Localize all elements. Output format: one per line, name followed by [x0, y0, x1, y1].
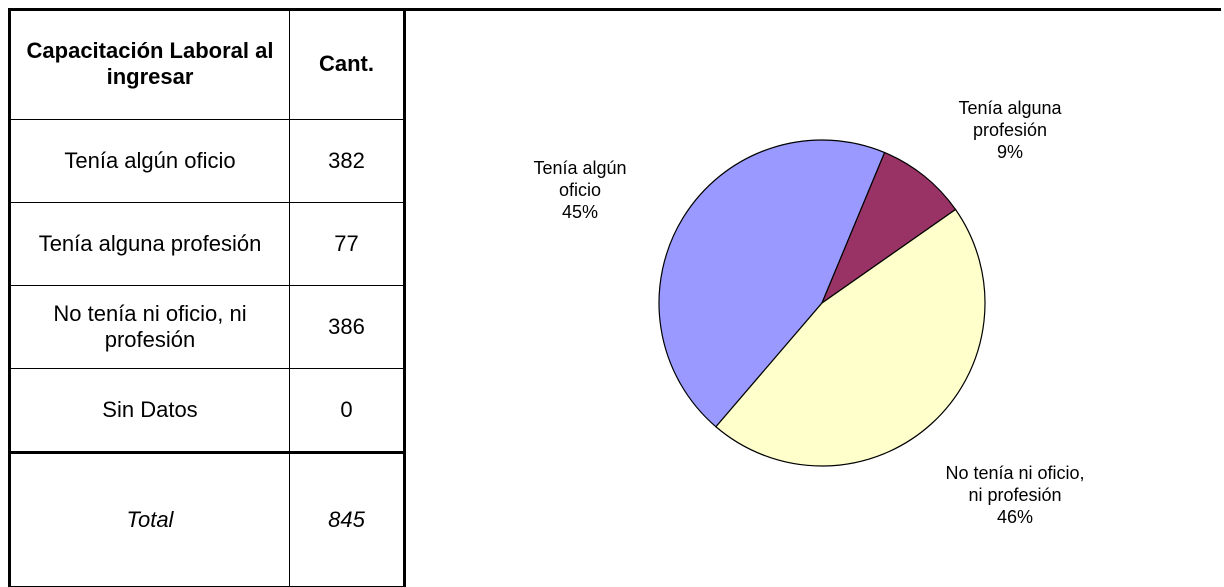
- table-cell: Tenía alguna profesión: [8, 202, 290, 286]
- slice-name: Tenía algún oficio: [533, 158, 627, 200]
- slice-label: No tenía ni oficio, ni profesión 46%: [940, 462, 1090, 528]
- pie-slice: [820, 151, 957, 305]
- slice-label: Tenía algún oficio 45%: [515, 157, 645, 223]
- pie-chart: [658, 139, 986, 467]
- table-cell: 0: [289, 368, 406, 453]
- table-cell: 77: [289, 202, 406, 286]
- slice-name: Tenía alguna profesión: [958, 98, 1062, 140]
- pie-slice: [715, 208, 986, 467]
- table-cell: Tenía algún oficio: [8, 119, 290, 203]
- table-cell: 386: [289, 285, 406, 369]
- table-row: No tenía ni oficio, ni profesión 386: [8, 285, 406, 369]
- table-cell: 382: [289, 119, 406, 203]
- slice-percent: 45%: [561, 202, 599, 222]
- pie-slice: [658, 139, 886, 428]
- table-row: Tenía alguna profesión 77: [8, 202, 406, 286]
- data-table: Capacitación Laboral al ingresar Cant. T…: [8, 8, 406, 587]
- slice-percent: 9%: [996, 142, 1023, 162]
- header-row: Capacitación Laboral al ingresar Cant.: [8, 8, 406, 120]
- table-row: Tenía algún oficio 382: [8, 119, 406, 203]
- table-row: Sin Datos 0: [8, 368, 406, 453]
- slice-label: Tenía alguna profesión 9%: [935, 97, 1085, 163]
- header-cell: Cant.: [289, 8, 406, 120]
- table-cell: Sin Datos: [8, 368, 290, 453]
- total-row: Total 845: [8, 451, 406, 587]
- total-cell: Total: [8, 451, 290, 587]
- total-cell: 845: [289, 451, 406, 587]
- header-cell: Capacitación Laboral al ingresar: [8, 8, 290, 120]
- slice-name: No tenía ni oficio, ni profesión: [945, 463, 1085, 505]
- table-cell: No tenía ni oficio, ni profesión: [8, 285, 290, 369]
- slice-percent: 46%: [996, 507, 1034, 527]
